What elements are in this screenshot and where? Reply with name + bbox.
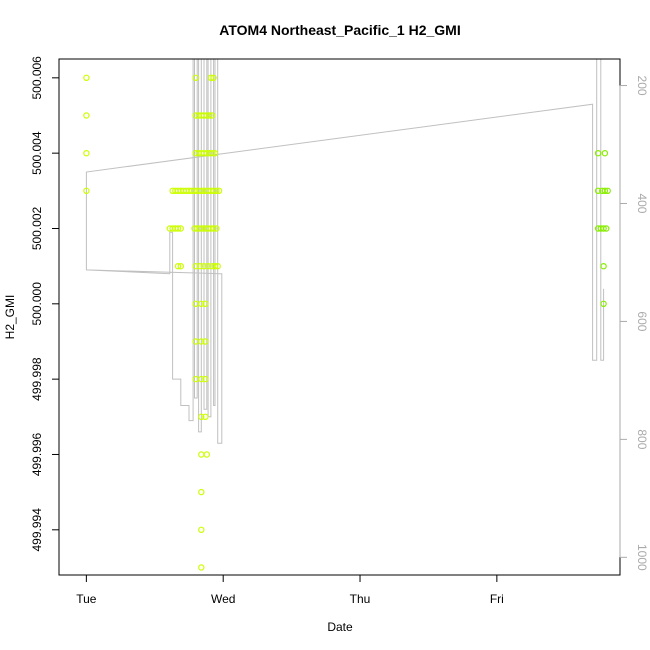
right-tick-label: 600 (635, 311, 649, 331)
y-tick-label: 499.994 (30, 508, 44, 552)
data-point (211, 263, 219, 270)
data-point (601, 149, 609, 157)
data-point (83, 112, 90, 119)
data-point (202, 338, 209, 345)
data-point (206, 112, 213, 119)
data-point (177, 263, 184, 270)
series-line (85, 58, 605, 444)
data-point (177, 225, 184, 232)
data-point (198, 488, 205, 496)
data-point (192, 74, 199, 82)
y-tick-label: 499.998 (30, 357, 44, 401)
x-axis-label: Date (327, 620, 353, 634)
data-point (174, 225, 182, 232)
data-point (215, 187, 223, 194)
data-point (202, 300, 209, 307)
x-tick-label: Fri (490, 592, 504, 606)
data-point (207, 74, 215, 82)
data-point (198, 564, 205, 571)
data-point (600, 300, 607, 307)
data-point (198, 413, 205, 420)
series-points-group (83, 74, 611, 571)
data-point (198, 451, 205, 458)
data-point (200, 263, 208, 270)
data-point (604, 187, 611, 194)
data-point (600, 225, 607, 232)
data-point (210, 74, 217, 82)
right-tick-label: 800 (635, 429, 649, 449)
y-axis: 499.994 499.996 499.998 500.000 500.002 500.0… (30, 56, 60, 552)
data-point (601, 187, 609, 194)
data-point (196, 263, 204, 270)
data-point (214, 263, 221, 270)
data-point (83, 149, 90, 157)
data-point (603, 225, 610, 232)
data-point (198, 300, 205, 307)
y-tick-label: 500.000 (30, 282, 44, 326)
y-tick-label: 500.002 (30, 206, 44, 250)
data-point (192, 263, 199, 270)
data-point (83, 187, 90, 194)
right-tick-label: 1000 (635, 544, 649, 571)
data-point (210, 225, 217, 232)
x-tick-label: Wed (211, 592, 235, 606)
y-tick-label: 500.006 (30, 56, 44, 100)
x-tick-label: Tue (76, 592, 97, 606)
data-point (198, 526, 205, 534)
series-line-group (85, 58, 605, 444)
data-point (83, 74, 90, 82)
data-point (594, 149, 602, 157)
y-axis-label: H2_GMI (3, 295, 17, 340)
data-point (174, 263, 182, 270)
data-point (202, 375, 209, 383)
data-point (213, 225, 220, 232)
data-point (594, 187, 602, 194)
chart-title: ATOM4 Northeast_Pacific_1 H2_GMI (219, 22, 460, 38)
right-tick-label: 200 (635, 76, 649, 96)
x-tick-label: Thu (350, 592, 371, 606)
data-point (208, 149, 216, 157)
data-point (211, 149, 219, 157)
x-axis: Tue Wed Thu Fri (76, 574, 504, 606)
data-point (208, 112, 216, 119)
y-axis-right: 200 400 600 800 1000 (619, 76, 649, 571)
data-point (198, 338, 205, 345)
y-tick-label: 500.004 (30, 131, 44, 175)
data-point (213, 187, 220, 194)
data-point (204, 263, 212, 270)
y-tick-label: 499.996 (30, 432, 44, 476)
data-point (198, 375, 205, 383)
data-point (202, 413, 209, 420)
data-point (600, 263, 607, 270)
plot-frame (58, 58, 621, 576)
data-point (203, 451, 210, 458)
right-tick-label: 400 (635, 193, 649, 213)
